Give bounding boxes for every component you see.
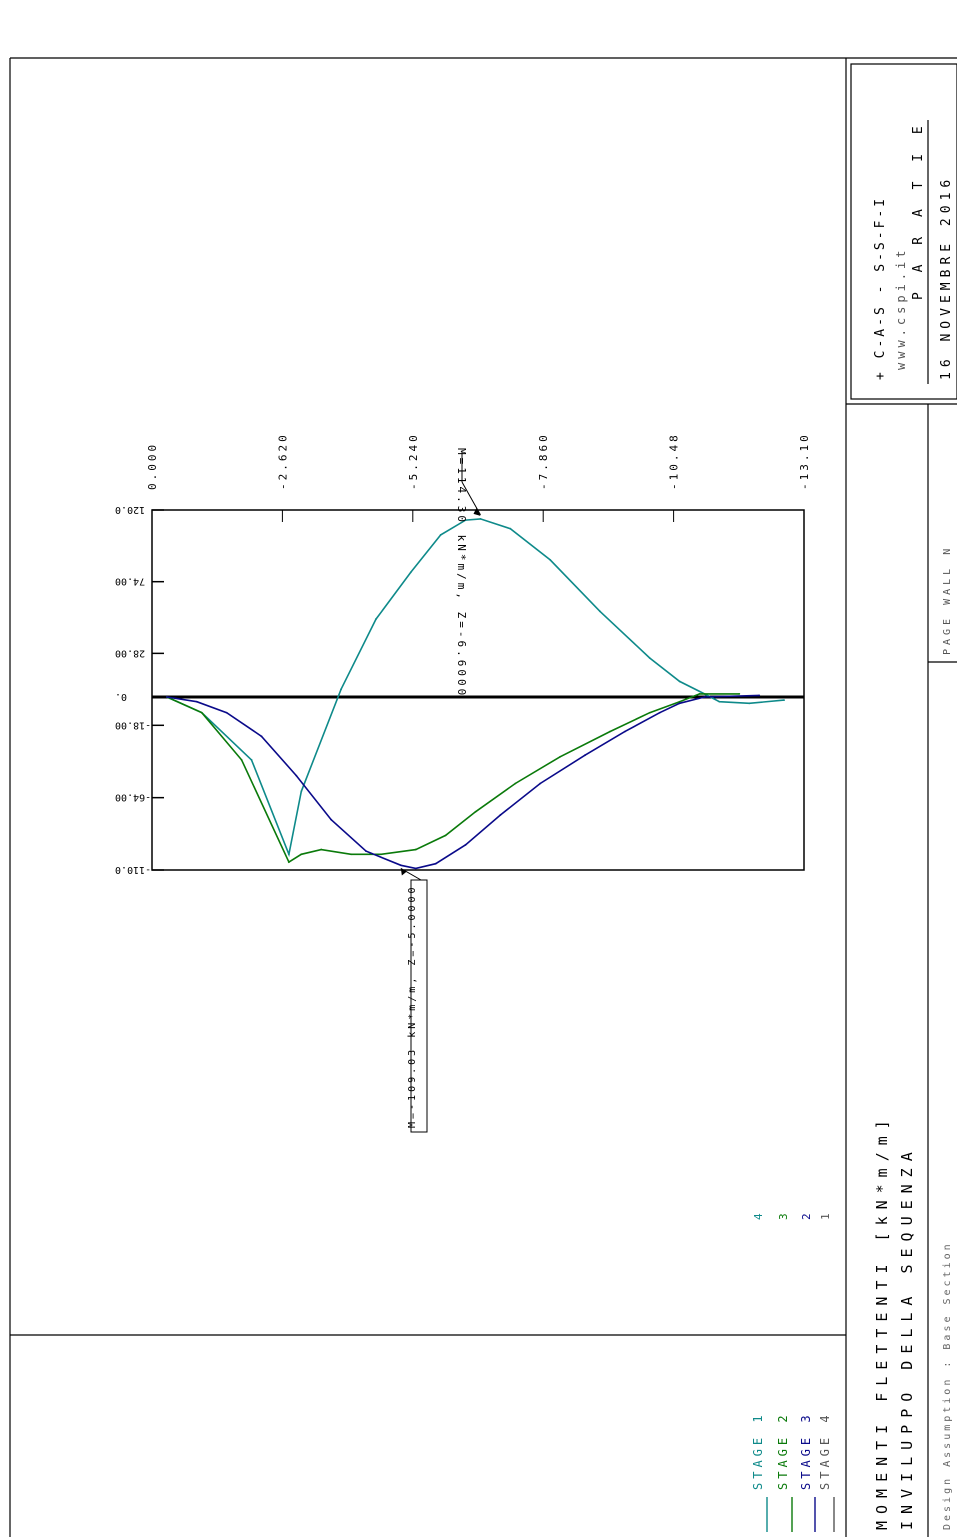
annotation-label: M=114.30 kN*m/m, Z=-6.6000 (455, 448, 468, 698)
data-point (464, 843, 467, 846)
data-point (514, 782, 517, 785)
data-point (399, 864, 402, 867)
annotation-arrowhead (400, 868, 407, 876)
annotation-arrow (461, 481, 481, 516)
x-tick-label: -10.48 (668, 432, 681, 490)
data-point (375, 618, 377, 620)
data-point (509, 527, 512, 530)
y-tick-label: -64.00 (115, 792, 151, 803)
data-point (320, 848, 323, 851)
data-point (678, 680, 681, 683)
data-point (758, 694, 761, 697)
series-line-2 (166, 693, 740, 864)
data-point (549, 558, 552, 561)
data-point (748, 702, 751, 705)
y-tick-label: 74.00 (115, 576, 145, 587)
data-point (678, 700, 681, 703)
x-tick-label: -13.10 (798, 432, 811, 490)
data-point (330, 818, 333, 821)
data-point (295, 774, 298, 777)
legend-label: STAGE 2 (776, 1411, 790, 1490)
header-website: www.cspi.it (894, 247, 908, 370)
data-point (499, 814, 502, 816)
design-footer: Design Assumption : Base Section (942, 1241, 953, 1530)
legend-label: STAGE 1 (751, 1411, 765, 1490)
header-date: 16 NOVEMBRE 2016 (939, 175, 954, 380)
data-point (434, 862, 437, 865)
y-tick-label: 28.00 (115, 647, 145, 658)
header-company: + C-A-S - S-S-F-I (873, 196, 888, 380)
data-point (195, 700, 198, 703)
data-point (414, 848, 417, 851)
legend-label: STAGE 3 (799, 1411, 813, 1490)
data-point (783, 699, 785, 702)
plot-area: 0.000 -2.620 -5.240 -7.860 -10.48 -13.10 120.0… (115, 432, 811, 1133)
data-point (718, 700, 721, 703)
series-line-3 (166, 694, 760, 870)
annotation-arrowhead (473, 507, 481, 516)
x-tick-label: -2.620 (276, 432, 289, 490)
y-tick-label: -18.00 (115, 719, 151, 730)
legend-mark: 1 (819, 1213, 832, 1220)
data-point (200, 711, 203, 714)
x-tick-label: -5.240 (407, 432, 420, 490)
y-tick-label: 120.0 (115, 504, 145, 515)
data-point (648, 657, 651, 659)
data-point (300, 790, 303, 793)
x-tick-label: 0.000 (146, 442, 159, 490)
data-point (474, 810, 477, 813)
x-tick-label: -7.860 (537, 432, 550, 490)
legend-mark: 4 (752, 1213, 765, 1220)
chart-title-line2: INVILUPPO DELLA SEQUENZA (898, 1145, 916, 1530)
data-point (584, 754, 586, 757)
data-point (260, 735, 263, 738)
data-point (240, 759, 243, 761)
data-point (287, 853, 290, 856)
data-point (409, 571, 412, 574)
data-point (623, 730, 626, 733)
header-block: + C-A-S - S-S-F-I www.cspi.it P A R A T … (873, 120, 954, 380)
data-point (608, 730, 611, 733)
plot-border (151, 509, 805, 871)
page-label: PAGE WALL N (942, 545, 953, 655)
data-point (678, 702, 681, 705)
data-point (703, 696, 706, 698)
header-product: P A R A T I E (911, 120, 926, 300)
data-point (698, 692, 701, 695)
data-point (738, 692, 741, 695)
data-point (225, 711, 228, 714)
legend-mark: 2 (800, 1213, 813, 1220)
data-point (539, 782, 542, 785)
data-point (166, 696, 168, 698)
data-point (380, 853, 382, 856)
annotation-label: M=-109.03 kN*m/m, Z=-5.0000 (407, 884, 418, 1128)
data-point (559, 755, 562, 758)
legend: 4 STAGE 1 3 STAGE 2 2 STAGE 3 1 STAGE 4 (751, 1213, 835, 1532)
y-tick-label: 0. (115, 691, 127, 702)
data-point (340, 688, 343, 691)
legend-mark: 3 (777, 1213, 790, 1220)
data-point (444, 834, 447, 837)
title-block: PAGE WALL N MOMENTI FLETTENTI [kN*m/m] I… (873, 545, 953, 1530)
legend-label: STAGE 4 (818, 1411, 832, 1490)
data-point (648, 711, 651, 714)
series-line-1 (166, 518, 785, 858)
data-point (479, 517, 482, 520)
data-point (365, 850, 367, 853)
data-point (439, 534, 442, 536)
data-point (414, 867, 417, 870)
data-point (300, 853, 303, 856)
data-point (464, 519, 467, 522)
data-point (250, 759, 253, 761)
data-point (599, 610, 601, 613)
sheet-frame (9, 57, 957, 1537)
data-point (350, 853, 352, 856)
y-tick-label: -110.0 (115, 864, 151, 875)
chart-title-line1: MOMENTI FLETTENTI [kN*m/m] (873, 1113, 891, 1530)
data-point (287, 861, 290, 864)
data-point (658, 711, 661, 714)
annotation-box (410, 879, 428, 1133)
